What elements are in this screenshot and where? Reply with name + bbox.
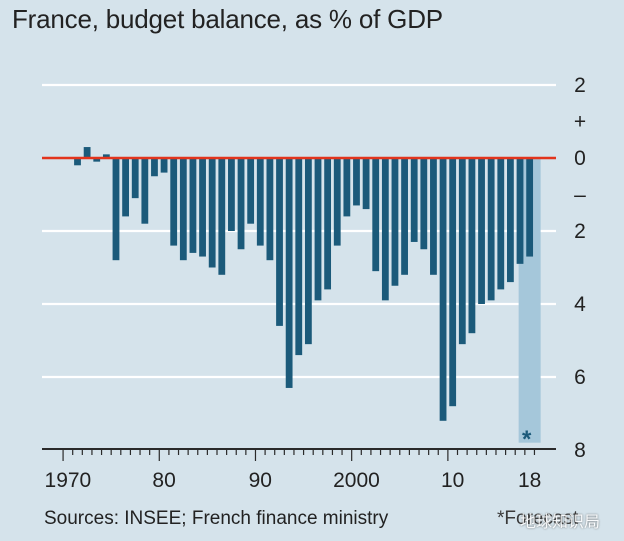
- bar-2009: [439, 158, 447, 421]
- bar-1974: [102, 154, 110, 158]
- bar-1976: [122, 158, 129, 217]
- y-tick-label: 0: [574, 147, 586, 170]
- bar-2007: [420, 158, 428, 250]
- y-tick-label: +: [574, 111, 586, 134]
- bar-1979: [151, 158, 158, 177]
- bar-1986: [218, 158, 226, 275]
- bar-1985: [208, 158, 216, 268]
- bar-1997: [324, 158, 332, 290]
- bar-2004: [391, 158, 399, 286]
- forecast-footnote: *Forecast: [497, 508, 579, 529]
- bar-1980: [160, 158, 168, 173]
- bar-2003: [381, 158, 389, 301]
- bar-1971: [74, 158, 81, 166]
- bar-1981: [170, 158, 178, 246]
- bar-1992: [276, 158, 283, 326]
- forecast-band: [518, 158, 541, 443]
- forecast-band-layer: [518, 158, 541, 443]
- bar-2016: [507, 158, 514, 283]
- x-tick-label: 18: [518, 469, 541, 492]
- bar-1999: [343, 158, 351, 217]
- y-tick-label: 2: [574, 74, 586, 97]
- bar-1988: [237, 158, 245, 250]
- bar-1984: [199, 158, 206, 257]
- bar-2017: [516, 158, 524, 264]
- y-tick-label: 8: [574, 439, 586, 462]
- bar-1983: [189, 158, 197, 253]
- bar-1991: [266, 158, 274, 261]
- bar-1994: [295, 158, 303, 356]
- y-tick-label: 4: [574, 293, 586, 316]
- bar-2018: [526, 158, 534, 257]
- bar-2002: [372, 158, 380, 272]
- x-tick-label: 90: [249, 469, 272, 492]
- bar-1987: [228, 158, 235, 231]
- x-tick-label: 1970: [45, 469, 92, 492]
- bar-1995: [304, 158, 312, 345]
- bars: [74, 147, 534, 421]
- bar-1996: [314, 158, 322, 301]
- bar-1989: [247, 158, 255, 224]
- forecast-marker: *: [522, 426, 532, 453]
- bar-1982: [179, 158, 187, 261]
- x-axis: 1970 80 90 2000 10 18: [42, 448, 556, 492]
- bar-1990: [256, 158, 264, 246]
- y-tick-label: 6: [574, 366, 586, 389]
- chart-title: France, budget balance, as % of GDP: [12, 4, 443, 34]
- bar-2015: [497, 158, 505, 290]
- y-tick-label: –: [574, 184, 586, 207]
- bar-1998: [333, 158, 341, 246]
- bar-1975: [112, 158, 120, 261]
- bar-1978: [141, 158, 149, 224]
- bar-2013: [478, 158, 485, 304]
- x-tick-label: 80: [152, 469, 175, 492]
- watermark: 地球知识局: [520, 514, 601, 531]
- x-tick-label: 10: [441, 469, 464, 492]
- bar-2010: [449, 158, 457, 407]
- x-tick-label: 2000: [333, 469, 380, 492]
- bar-1973: [93, 158, 101, 162]
- y-tick-label: 2: [574, 220, 586, 243]
- bar-2012: [468, 158, 476, 334]
- y-tick-labels: 2 +0 – 2 4 6 8: [574, 74, 586, 462]
- bar-2001: [362, 158, 370, 210]
- bar-2008: [430, 158, 437, 275]
- bar-2006: [410, 158, 418, 242]
- bar-2000: [353, 158, 360, 206]
- bar-1977: [131, 158, 139, 199]
- bar-2011: [458, 158, 466, 345]
- bar-2014: [487, 158, 495, 301]
- source-note: Sources: INSEE; French finance ministry: [44, 508, 389, 529]
- bar-2005: [401, 158, 408, 275]
- forecast-marker-layer: *: [522, 426, 532, 453]
- bar-1993: [285, 158, 293, 388]
- bar-1972: [83, 147, 91, 158]
